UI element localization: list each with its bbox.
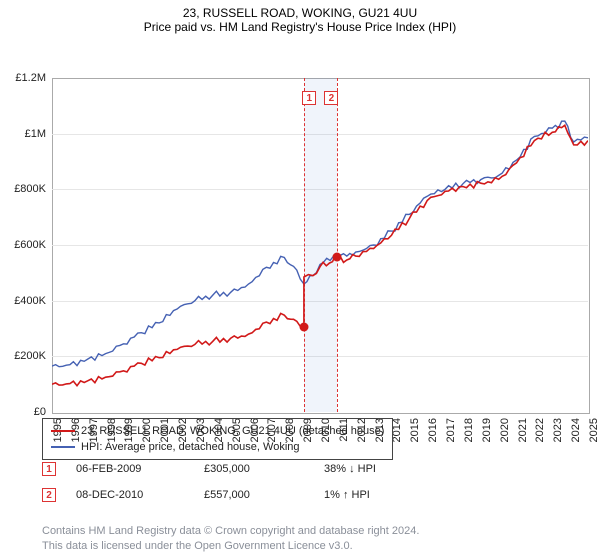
footer-line-2: This data is licensed under the Open Gov… xyxy=(42,539,419,554)
data-row-2: 2 08-DEC-2010£557,0001% ↑ HPI xyxy=(42,488,394,502)
arrow-down-icon: ↓ xyxy=(349,463,355,475)
data-row-marker: 2 xyxy=(42,488,56,502)
sale-dot-2 xyxy=(332,252,341,261)
legend-swatch xyxy=(51,446,75,448)
arrow-up-icon: ↑ xyxy=(343,489,349,501)
series-hpi xyxy=(52,121,588,367)
data-row-price: £557,000 xyxy=(204,489,324,501)
page-title: 23, RUSSELL ROAD, WOKING, GU21 4UU xyxy=(0,0,600,20)
footer-line-1: Contains HM Land Registry data © Crown c… xyxy=(42,524,419,539)
legend-swatch xyxy=(51,430,75,432)
point-marker-1: 1 xyxy=(302,91,316,105)
footer-attribution: Contains HM Land Registry data © Crown c… xyxy=(42,524,419,554)
data-row-date: 06-FEB-2009 xyxy=(76,463,204,475)
data-row-date: 08-DEC-2010 xyxy=(76,489,204,501)
series-lines xyxy=(0,36,600,462)
legend-label: 23, RUSSELL ROAD, WOKING, GU21 4UU (deta… xyxy=(81,425,384,437)
chart-legend: 23, RUSSELL ROAD, WOKING, GU21 4UU (deta… xyxy=(42,418,393,460)
data-row-1: 1 06-FEB-2009£305,00038% ↓ HPI xyxy=(42,462,394,476)
data-row-marker: 1 xyxy=(42,462,56,476)
legend-row: 23, RUSSELL ROAD, WOKING, GU21 4UU (deta… xyxy=(51,423,384,439)
data-row-pct: 38% ↓ HPI xyxy=(324,463,394,475)
data-row-price: £305,000 xyxy=(204,463,324,475)
page-subtitle: Price paid vs. HM Land Registry's House … xyxy=(0,20,600,36)
sale-dot-1 xyxy=(299,323,308,332)
data-row-pct: 1% ↑ HPI xyxy=(324,489,394,501)
series-price_paid xyxy=(52,125,588,385)
point-marker-2: 2 xyxy=(324,91,338,105)
legend-label: HPI: Average price, detached house, Woki… xyxy=(81,441,300,453)
legend-row: HPI: Average price, detached house, Woki… xyxy=(51,439,384,455)
price-vs-hpi-chart: £0£200K£400K£600K£800K£1M£1.2M1995199619… xyxy=(0,36,600,462)
